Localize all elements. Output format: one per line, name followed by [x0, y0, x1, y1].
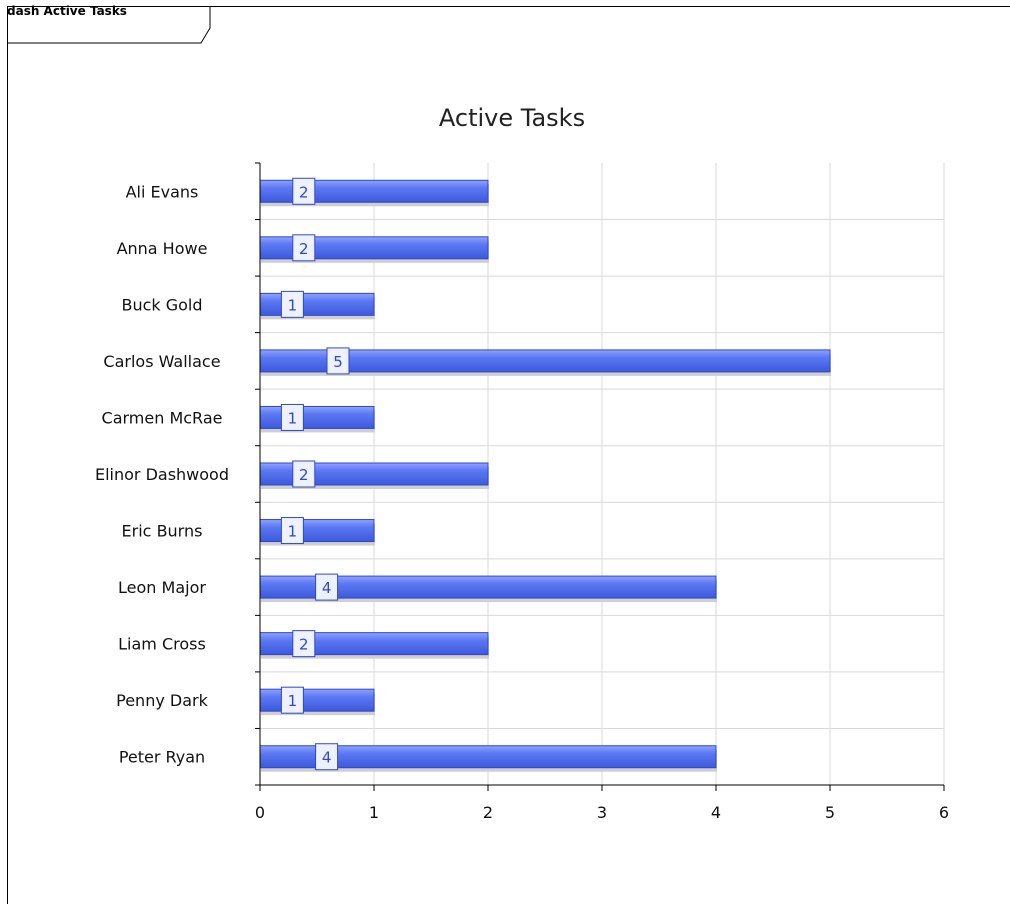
data-label-box [292, 460, 316, 488]
frame-tab [7, 6, 211, 44]
frame-title: dash Active Tasks [7, 4, 127, 18]
data-label: 4 [322, 749, 332, 767]
data-label-box [280, 686, 304, 714]
bars: 2 2 1 5 1 2 1 4 2 1 4 [259, 177, 831, 772]
category-label: Penny Dark [116, 691, 208, 710]
category-label: Eric Burns [122, 522, 203, 541]
chart-title: Active Tasks [439, 104, 585, 132]
data-label-box [280, 290, 304, 318]
bar [259, 405, 375, 429]
x-tick-label: 3 [597, 803, 607, 822]
category-label: Ali Evans [126, 182, 199, 201]
data-label: 1 [288, 296, 298, 314]
data-label: 1 [288, 692, 298, 710]
data-label-box [280, 403, 304, 431]
category-label: Leon Major [118, 578, 206, 597]
x-tick-label: 0 [255, 803, 265, 822]
category-label: Carmen McRae [102, 408, 223, 427]
data-label: 2 [299, 183, 309, 201]
data-label-box [315, 743, 339, 771]
x-tick-label: 6 [939, 803, 949, 822]
category-label: Peter Ryan [119, 748, 205, 767]
x-tick-label: 2 [483, 803, 493, 822]
data-label: 2 [299, 636, 309, 654]
data-label: 1 [288, 409, 298, 427]
grid [260, 163, 945, 785]
category-label: Buck Gold [121, 295, 202, 314]
data-label: 5 [333, 353, 343, 371]
x-tick-label: 1 [369, 803, 379, 822]
x-tick-label: 4 [711, 803, 721, 822]
data-label-box [292, 234, 316, 262]
data-label: 4 [322, 579, 332, 597]
data-label-box [326, 347, 350, 375]
data-label-box [292, 177, 316, 205]
bar [259, 292, 375, 316]
data-label: 2 [299, 466, 309, 484]
data-label: 2 [299, 240, 309, 258]
category-label: Liam Cross [118, 635, 206, 654]
axes: Ali Evans Anna Howe Buck Gold Carlos Wallac… [95, 162, 949, 822]
diagram-frame [7, 6, 1010, 904]
data-label: 1 [288, 523, 298, 541]
data-label-box [315, 573, 339, 601]
category-label: Anna Howe [117, 239, 208, 258]
category-label: Elinor Dashwood [95, 465, 229, 484]
category-label: Carlos Wallace [103, 352, 220, 371]
bar [259, 688, 375, 712]
bar [259, 519, 375, 543]
x-tick-label: 5 [825, 803, 835, 822]
data-label-box [292, 630, 316, 658]
data-label-box [280, 517, 304, 545]
